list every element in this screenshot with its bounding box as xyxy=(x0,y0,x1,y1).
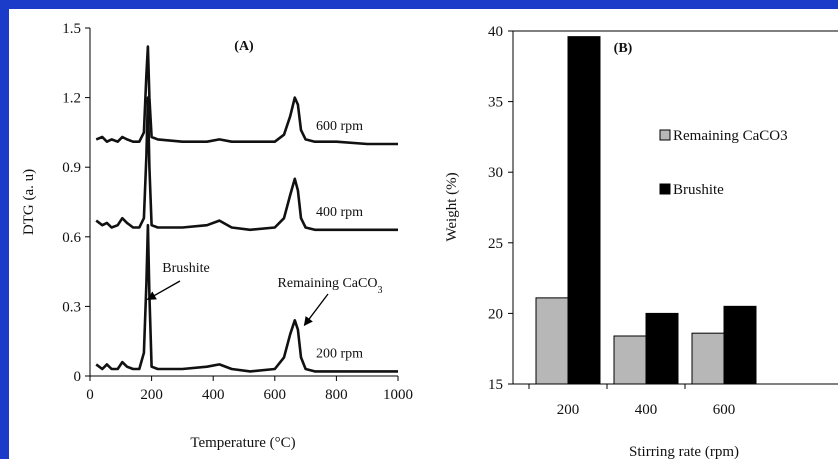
panel-a-x-tick-label: 1000 xyxy=(383,387,413,403)
panel-b-y-tick-label: 15 xyxy=(488,377,503,393)
panel-b-xlabel: Stirring rate (rpm) xyxy=(629,444,739,459)
annotation-caco3-arrow xyxy=(303,293,329,327)
bar-caco3-600 xyxy=(691,332,725,385)
bar-brushite-200 xyxy=(567,36,601,385)
panel-b-x-tick-label: 600 xyxy=(713,402,736,418)
series-line-200-rpm xyxy=(95,223,398,373)
panel-a-label: (A) xyxy=(234,39,254,54)
panel-a-x-tick-label: 800 xyxy=(325,387,348,403)
panel-a-y-tick-label: 1.5 xyxy=(62,21,81,37)
series-label-400-rpm: 400 rpm xyxy=(316,205,363,220)
panel-a-x-tick-label: 0 xyxy=(86,387,94,403)
panel-a-plot: 0 0.3 0.6 0.9 1.2 1.5 0 200 400 600 800 1000 600 rpm… xyxy=(62,21,413,403)
panel-a-x-tick-label: 600 xyxy=(264,387,287,403)
bar-caco3-200 xyxy=(535,297,569,385)
legend-label-caco3: Remaining CaCO3 xyxy=(673,128,788,144)
legend-swatch-caco3 xyxy=(659,129,671,141)
panel-b-ylabel: Weight (%) xyxy=(444,172,460,241)
annotation-brushite-arrow xyxy=(146,280,181,301)
panel-a-y-tick-label: 0.9 xyxy=(62,160,81,176)
panel-b-x-tick-label: 200 xyxy=(557,402,580,418)
annotation-brushite: Brushite xyxy=(162,261,209,276)
panel-a-x-tick-label: 400 xyxy=(202,387,225,403)
panel-b-plot: 15 20 25 30 35 40 200 400 600 Remaining CaCO3 Brus… xyxy=(488,24,838,418)
series-line-600-rpm xyxy=(95,45,398,146)
panel-b-y-tick-label: 20 xyxy=(488,306,503,322)
annotation-caco3-subscript: 3 xyxy=(377,285,382,296)
series-label-200-rpm: 200 rpm xyxy=(316,346,363,361)
series-label-600-rpm: 600 rpm xyxy=(316,119,363,134)
bar-brushite-400 xyxy=(645,312,679,385)
bar-brushite-600 xyxy=(723,305,757,385)
panel-a-ylabel: DTG (a. u) xyxy=(21,169,37,235)
panel-b-y-tick-label: 35 xyxy=(488,95,503,111)
panel-a-y-tick-label: 1.2 xyxy=(62,91,81,107)
panel-b-y-tick-label: 30 xyxy=(488,165,503,181)
panel-a-x-tick-label: 200 xyxy=(140,387,163,403)
panel-b-x-tick-label: 400 xyxy=(635,402,658,418)
panel-a-y-tick-label: 0.6 xyxy=(62,230,81,246)
series-line-400-rpm xyxy=(95,96,398,232)
panel-b-y-tick-label: 25 xyxy=(488,236,503,252)
legend-swatch-brushite xyxy=(659,183,671,195)
bar-caco3-400 xyxy=(613,335,647,385)
panel-a-y-tick-label: 0 xyxy=(74,369,82,385)
panel-b-y-tick-label: 40 xyxy=(488,24,503,40)
legend-label-brushite: Brushite xyxy=(673,182,724,198)
panel-a-y-tick-label: 0.3 xyxy=(62,299,81,315)
annotation-caco3: Remaining CaCO3 xyxy=(278,276,383,296)
panel-a-xlabel: Temperature (°C) xyxy=(190,435,295,451)
panel-b-label: (B) xyxy=(614,41,633,56)
